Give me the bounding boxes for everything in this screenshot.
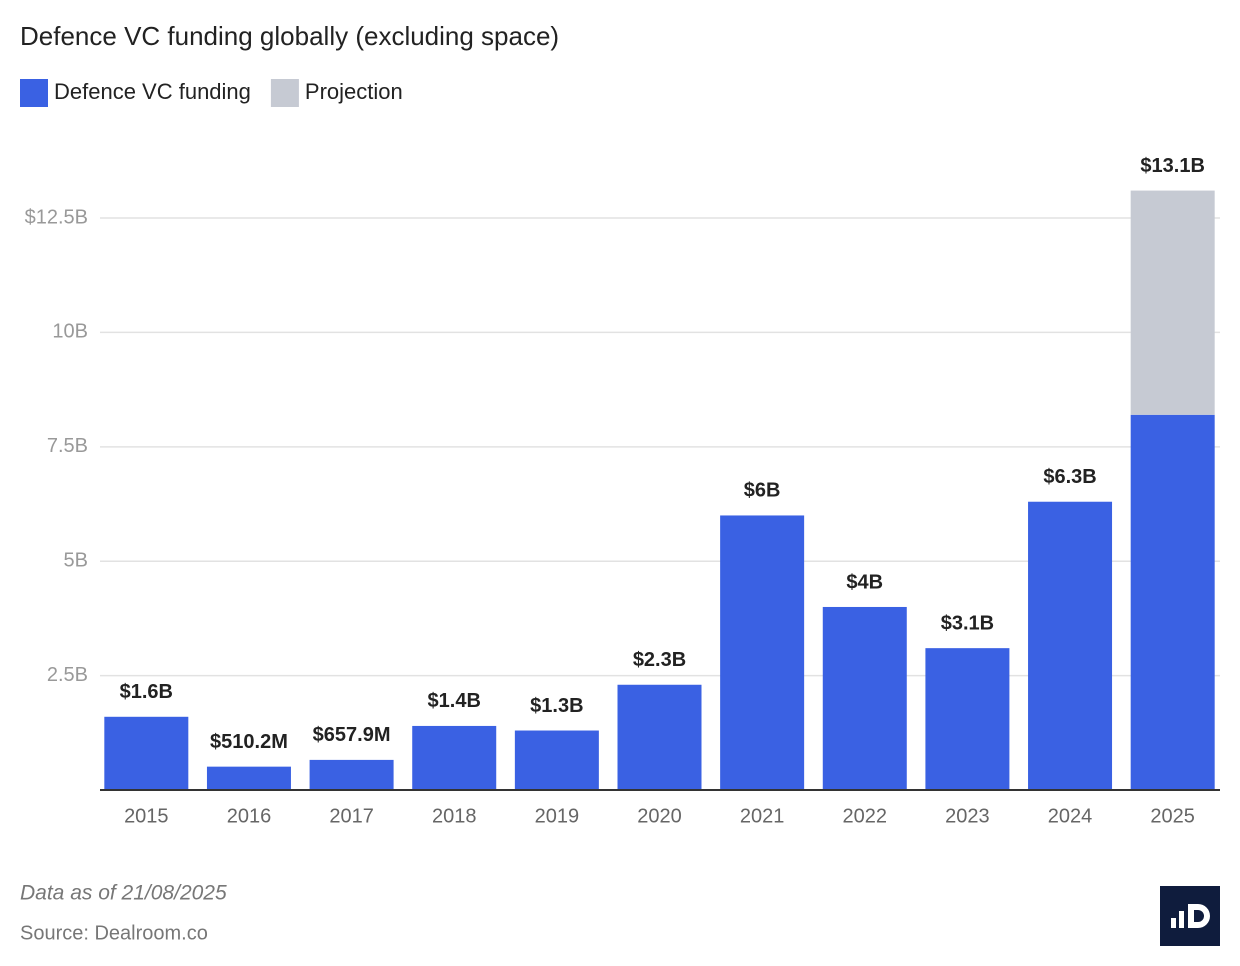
value-label: $510.2M [210,731,288,753]
legend-swatch [20,79,48,107]
value-label: $657.9M [313,724,391,746]
x-tick-label: 2020 [637,805,682,827]
value-label: $6.3B [1043,466,1096,488]
x-tick-label: 2017 [329,805,374,827]
value-label: $1.4B [428,690,481,712]
x-tick-label: 2023 [945,805,990,827]
total-label: $13.1B [1140,155,1205,177]
x-tick-label: 2019 [535,805,580,827]
legend-label: Projection [305,79,403,104]
y-tick-label: 5B [64,549,88,571]
legend-label: Defence VC funding [54,79,251,104]
y-tick-label: 7.5B [47,435,88,457]
bar [206,766,291,790]
bar [617,684,702,790]
bar [1130,190,1215,415]
value-label: $1.6B [120,681,173,703]
value-label: $1.3B [530,695,583,717]
x-tick-label: 2024 [1048,805,1093,827]
source: Source: Dealroom.co [20,922,208,944]
value-label: $6B [744,480,781,502]
x-tick-label: 2015 [124,805,169,827]
bar [1028,501,1113,790]
legend-swatch [270,79,299,107]
bar [412,725,497,790]
bar [309,759,394,790]
y-tick-label: 10B [52,321,88,343]
bar [514,730,599,790]
y-tick-label: $12.5B [25,206,88,228]
x-tick-label: 2018 [432,805,477,827]
chart-title: Defence VC funding globally (excluding s… [20,21,559,51]
bar [1130,414,1215,790]
bar [822,606,907,790]
value-label: $3.1B [941,612,994,634]
x-tick-label: 2025 [1150,805,1195,827]
bar [104,716,189,790]
bar [720,515,805,790]
footnote: Data as of 21/08/2025 [20,882,227,905]
value-label: $2.3B [633,649,686,671]
y-tick-label: 2.5B [47,664,88,686]
x-tick-label: 2022 [843,805,888,827]
bar [925,648,1010,790]
x-tick-label: 2016 [227,805,272,827]
logo [1160,886,1220,946]
x-tick-label: 2021 [740,805,785,827]
value-label: $4B [846,571,883,593]
